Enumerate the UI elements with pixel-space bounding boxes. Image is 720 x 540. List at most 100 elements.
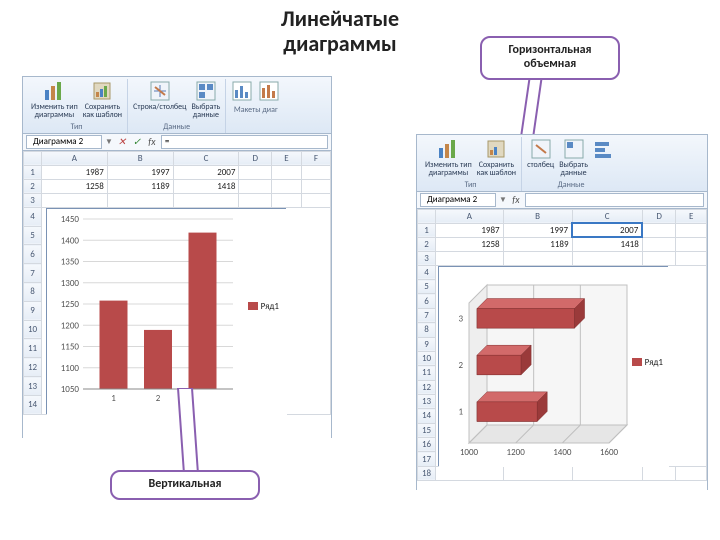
group-label-type: Тип (71, 122, 83, 132)
svg-text:1600: 1600 (600, 447, 619, 458)
ribbon-group-type-r: Изменить тип диаграммы Сохранить как шаб… (420, 137, 522, 191)
btn-l1: Строка/столбец (133, 103, 186, 111)
fx-icon[interactable]: fx (146, 136, 158, 148)
ribbon-group-data: Строка/столбец Выбрать данные Данные (128, 79, 226, 133)
select-data-icon (563, 138, 585, 160)
layout-icon (258, 80, 280, 102)
layout-preset[interactable] (591, 137, 617, 179)
legend-label: Ряд1 (261, 301, 279, 312)
col-header[interactable]: C (173, 151, 239, 165)
title-line2: диаграммы (283, 30, 396, 57)
excel-screenshot-left: Изменить тип диаграммы Сохранить как шаб… (22, 76, 332, 438)
svg-text:1200: 1200 (61, 320, 80, 331)
legend-swatch (248, 302, 258, 310)
svg-text:1200: 1200 (507, 447, 526, 458)
callout-top-l1: Горизонтальная (508, 43, 591, 57)
layout-preset-2[interactable] (256, 79, 282, 104)
col-header[interactable]: A (436, 209, 504, 223)
col-header[interactable]: E (676, 209, 707, 223)
ribbon-left: Изменить тип диаграммы Сохранить как шаб… (23, 77, 331, 134)
grid-right[interactable]: A B C D E 1198719972007 2125811891418 3 … (417, 209, 707, 481)
btn-l2: диаграммы (35, 111, 75, 119)
ribbon-group-data-r: столбец Выбрать данные Данные (522, 137, 620, 191)
table-row: 3 (24, 193, 331, 207)
col-header[interactable]: F (301, 151, 330, 165)
select-data-button[interactable]: Выбрать данные (189, 79, 222, 121)
table-row: 4 1000120014001600123 Ряд1 (418, 265, 707, 279)
formula-bar-left: Диаграмма 2 ▼ ✕ ✓ fx = (23, 134, 331, 151)
col-header[interactable]: E (272, 151, 302, 165)
table-row: 2125811891418 (418, 237, 707, 251)
layout-preset-1[interactable] (229, 79, 255, 104)
bar-chart-svg: 10501100115012001250130013501400145012 (47, 209, 287, 415)
col-header[interactable]: A (42, 151, 108, 165)
fx-icon[interactable]: fx (510, 194, 522, 206)
layout-icon (231, 80, 253, 102)
col-header[interactable]: B (503, 209, 572, 223)
corner-cell[interactable] (24, 151, 42, 165)
change-type-icon (437, 138, 459, 160)
svg-text:1450: 1450 (61, 214, 80, 225)
legend-swatch (632, 358, 642, 366)
switch-icon (149, 80, 171, 102)
svg-text:2: 2 (458, 360, 463, 371)
col-header[interactable]: C (572, 209, 642, 223)
callout-bottom-text: Вертикальная (149, 477, 222, 491)
svg-text:3: 3 (458, 313, 463, 324)
col-header-row: A B C D E (418, 209, 707, 223)
col-header[interactable]: B (107, 151, 173, 165)
change-chart-type-button[interactable]: Изменить тип диаграммы (29, 79, 80, 121)
sheet-right: A B C D E 1198719972007 2125811891418 3 … (417, 209, 707, 505)
change-type-icon (43, 80, 65, 102)
save-as-template-button[interactable]: Сохранить как шаблон (475, 137, 518, 179)
name-box[interactable]: Диаграмма 2 (26, 135, 102, 149)
slide-title: Линейчатые диаграммы (200, 6, 480, 57)
table-row: 2125811891418 (24, 179, 331, 193)
select-data-icon (195, 80, 217, 102)
accept-icon[interactable]: ✓ (131, 136, 143, 148)
svg-text:1350: 1350 (61, 256, 80, 267)
col-header[interactable]: D (642, 209, 676, 223)
select-data-button[interactable]: Выбрать данные (557, 137, 590, 179)
embedded-chart-vertical[interactable]: 10501100115012001250130013501400145012 Р… (46, 208, 286, 414)
switch-row-column-button[interactable]: столбец (525, 137, 556, 179)
ribbon-right: Изменить тип диаграммы Сохранить как шаб… (417, 135, 707, 192)
title-line1: Линейчатые (281, 5, 399, 32)
chart-area: 10501100115012001250130013501400145012 Р… (47, 209, 285, 413)
svg-text:1400: 1400 (553, 447, 572, 458)
svg-text:1150: 1150 (61, 341, 80, 352)
table-row: 3 (418, 251, 707, 265)
switch-icon (530, 138, 552, 160)
cancel-icon[interactable]: ✕ (116, 136, 128, 148)
table-row: 18 (418, 466, 707, 480)
svg-text:1400: 1400 (61, 235, 80, 246)
legend: Ряд1 (632, 357, 663, 368)
switch-row-column-button[interactable]: Строка/столбец (131, 79, 188, 121)
col-header[interactable]: D (239, 151, 272, 165)
chart-area: 1000120014001600123 Ряд1 (439, 267, 667, 465)
svg-text:1300: 1300 (61, 278, 80, 289)
save-template-icon (485, 138, 507, 160)
dropdown-icon[interactable]: ▼ (105, 137, 113, 147)
save-template-icon (91, 80, 113, 102)
svg-text:1050: 1050 (61, 384, 80, 395)
grid-left[interactable]: A B C D E F 1198719972007 2125811891418 … (23, 151, 331, 415)
excel-screenshot-right: Изменить тип диаграммы Сохранить как шаб… (416, 134, 708, 490)
svg-text:1: 1 (111, 393, 116, 404)
save-as-template-button[interactable]: Сохранить как шаблон (81, 79, 124, 121)
col-header-row: A B C D E F (24, 151, 331, 165)
ribbon-group-type: Изменить тип диаграммы Сохранить как шаб… (26, 79, 128, 133)
corner-cell[interactable] (418, 209, 436, 223)
formula-input[interactable] (525, 193, 704, 207)
formula-input[interactable]: = (161, 135, 328, 149)
name-box[interactable]: Диаграмма 2 (420, 193, 496, 207)
dropdown-icon[interactable]: ▼ (499, 195, 507, 205)
svg-text:1250: 1250 (61, 299, 80, 310)
formula-bar-right: Диаграмма 2 ▼ fx (417, 192, 707, 209)
change-chart-type-button[interactable]: Изменить тип диаграммы (423, 137, 474, 179)
svg-text:1100: 1100 (61, 363, 80, 374)
ribbon-group-layouts: Макеты диаг (226, 79, 285, 133)
callout-horizontal-3d: Горизонтальная объемная (480, 36, 620, 80)
embedded-chart-3d-horizontal[interactable]: 1000120014001600123 Ряд1 (438, 266, 668, 466)
callout-tail-bottom (168, 388, 208, 474)
